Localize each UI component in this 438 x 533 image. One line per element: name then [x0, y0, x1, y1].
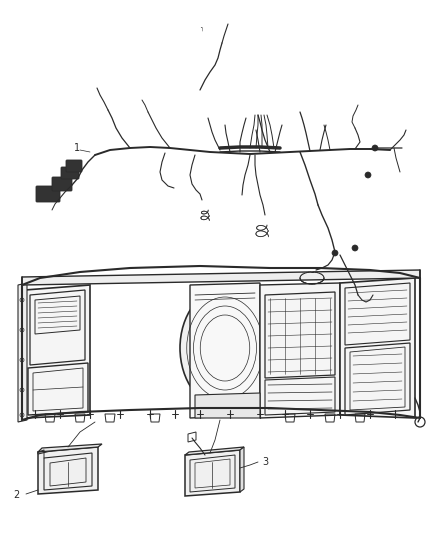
Polygon shape	[38, 447, 98, 494]
Polygon shape	[185, 450, 240, 496]
Circle shape	[352, 245, 358, 251]
Circle shape	[332, 250, 338, 256]
Polygon shape	[195, 393, 260, 418]
Polygon shape	[185, 447, 244, 455]
FancyBboxPatch shape	[36, 186, 60, 202]
FancyBboxPatch shape	[52, 177, 72, 191]
Ellipse shape	[194, 306, 257, 390]
Polygon shape	[22, 270, 420, 285]
Polygon shape	[18, 283, 27, 422]
Text: ╮: ╮	[200, 26, 203, 31]
Text: 3: 3	[262, 457, 268, 467]
Circle shape	[372, 145, 378, 151]
Text: 1: 1	[74, 143, 80, 153]
Polygon shape	[25, 285, 90, 418]
Polygon shape	[38, 444, 102, 452]
Polygon shape	[340, 278, 415, 418]
Polygon shape	[190, 283, 260, 418]
Polygon shape	[260, 283, 340, 418]
FancyBboxPatch shape	[61, 167, 79, 179]
Polygon shape	[38, 448, 55, 454]
Text: 2: 2	[14, 490, 20, 500]
Ellipse shape	[180, 288, 270, 408]
FancyBboxPatch shape	[66, 160, 82, 172]
Polygon shape	[240, 447, 244, 492]
Circle shape	[365, 172, 371, 178]
